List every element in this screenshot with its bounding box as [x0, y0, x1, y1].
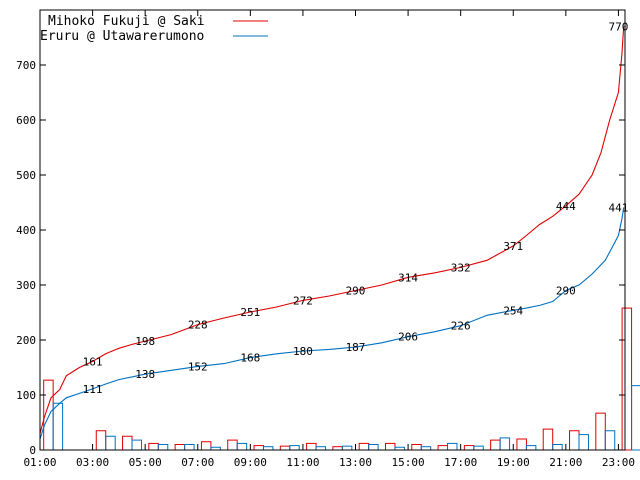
x-tick-label: 03:00 — [76, 456, 109, 469]
x-tick-label: 23:00 — [602, 456, 635, 469]
y-tick-label: 400 — [16, 224, 36, 237]
data-labels-layer: 161 198 228 251 272 290 314 332 371 444 770 111 138 1… — [83, 21, 629, 396]
data-label-series-2: 138 — [135, 368, 155, 381]
x-tick-label: 17:00 — [444, 456, 477, 469]
data-label-series-1: 371 — [503, 240, 523, 253]
legend-label-series-2: Eruru @ Utawarerumono — [40, 29, 204, 44]
legend-label-series-1: Mihoko Fukuji @ Saki — [48, 14, 205, 29]
data-label-series-1: 290 — [346, 285, 366, 298]
y-tick-label: 300 — [16, 279, 36, 292]
line-series-1 — [39, 26, 625, 434]
data-label-series-1: 251 — [240, 306, 260, 319]
data-label-series-1: 314 — [398, 271, 418, 284]
data-label-series-2: 180 — [293, 345, 313, 358]
data-label-series-2: 152 — [188, 360, 208, 373]
y-tick-label: 600 — [16, 114, 36, 127]
x-tick-label: 21:00 — [549, 456, 582, 469]
x-tick-label: 11:00 — [286, 456, 319, 469]
bar-series-1 — [621, 307, 633, 451]
data-label-series-1: 198 — [135, 335, 155, 348]
data-label-series-2: 254 — [503, 304, 523, 317]
line-series-2 — [39, 207, 625, 440]
legend: Mihoko Fukuji @ Saki Eruru @ Utawarerumo… — [40, 14, 268, 44]
lines-layer — [39, 26, 625, 440]
x-tick-label: 07:00 — [181, 456, 214, 469]
axes-layer: 0 100 200 300 400 500 600 700 01:00 03:00 05:00 07:… — [16, 9, 635, 469]
x-tick-label: 05:00 — [129, 456, 162, 469]
x-tick-label: 15:00 — [392, 456, 425, 469]
x-tick-label: 13:00 — [339, 456, 372, 469]
data-label-series-2: 187 — [346, 341, 366, 354]
data-label-series-2: 226 — [451, 320, 471, 333]
y-tick-label: 500 — [16, 169, 36, 182]
y-tick-label: 100 — [16, 389, 36, 402]
data-label-series-2: 206 — [398, 331, 418, 344]
y-tick-label: 200 — [16, 334, 36, 347]
data-label-series-1: 332 — [451, 261, 471, 274]
data-label-series-1: 770 — [608, 21, 628, 34]
data-label-series-1: 161 — [83, 355, 103, 368]
bar-series-2 — [631, 385, 640, 451]
data-label-series-2: 111 — [83, 383, 103, 396]
x-tick-label: 19:00 — [497, 456, 530, 469]
data-label-series-1: 228 — [188, 319, 208, 332]
data-label-series-2: 290 — [556, 285, 576, 298]
y-tick-label: 700 — [16, 59, 36, 72]
data-label-series-2: 168 — [240, 352, 260, 365]
y-tick-label: 0 — [29, 444, 36, 457]
data-label-series-1: 272 — [293, 294, 313, 307]
data-label-series-2: 441 — [608, 201, 628, 214]
x-tick-label: 01:00 — [23, 456, 56, 469]
data-label-series-1: 444 — [556, 200, 576, 213]
x-tick-label: 09:00 — [234, 456, 267, 469]
